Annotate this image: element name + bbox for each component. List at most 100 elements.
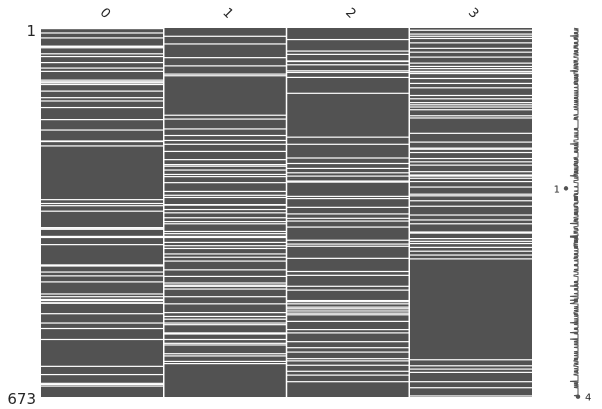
- missing-cell: [41, 199, 164, 201]
- missing-cell: [163, 163, 287, 166]
- missing-cell: [286, 180, 410, 182]
- missing-cell: [163, 303, 287, 305]
- missing-cell: [409, 47, 532, 49]
- missing-cell: [286, 53, 410, 55]
- missing-cell: [409, 94, 532, 97]
- missing-cell: [409, 106, 532, 108]
- missing-cell: [163, 333, 287, 335]
- missing-cell: [41, 281, 164, 283]
- missing-cell: [409, 246, 532, 248]
- missing-cell: [41, 90, 164, 92]
- missing-cell: [286, 167, 410, 170]
- matrix-columns: [41, 28, 532, 397]
- missing-cell: [41, 205, 164, 207]
- missing-cell: [41, 47, 164, 49]
- column-headers: 0 1 2 3: [97, 5, 482, 21]
- missing-cell: [41, 55, 164, 58]
- missing-cell: [41, 244, 164, 246]
- missing-cell: [286, 270, 410, 273]
- missing-cell: [163, 284, 287, 286]
- missing-cell: [41, 338, 164, 341]
- missing-cell: [41, 210, 164, 212]
- missing-cell: [41, 83, 164, 86]
- missing-cell: [163, 114, 287, 116]
- missing-cell: [409, 115, 532, 117]
- missing-cell: [409, 102, 532, 104]
- missing-cell: [41, 81, 164, 83]
- missing-cell: [409, 174, 532, 176]
- column-header-1: 1: [219, 5, 235, 21]
- missing-cell: [409, 72, 532, 75]
- missing-cell: [41, 235, 164, 238]
- missing-cell: [163, 275, 287, 278]
- missing-cell: [163, 355, 287, 357]
- column-header-2: 2: [342, 5, 358, 21]
- missing-cell: [163, 230, 287, 233]
- missing-cell: [286, 274, 410, 276]
- missing-cell: [163, 285, 287, 287]
- missing-cell: [41, 140, 164, 143]
- missing-cell: [163, 190, 287, 193]
- missing-cell: [286, 257, 410, 259]
- missing-cell: [163, 139, 287, 142]
- missing-cell: [286, 351, 410, 353]
- missing-cell: [41, 67, 164, 69]
- missing-cell: [286, 70, 410, 72]
- missing-cell: [409, 29, 532, 31]
- missing-cell: [409, 109, 532, 111]
- missing-cell: [286, 358, 410, 360]
- missing-cell: [286, 226, 410, 228]
- missing-cell: [41, 129, 164, 131]
- missing-cell: [409, 77, 532, 80]
- missing-cell: [409, 104, 532, 106]
- missing-cell: [163, 344, 287, 346]
- missing-cell: [409, 132, 532, 134]
- missing-cell: [409, 254, 532, 256]
- missing-cell: [163, 150, 287, 153]
- missing-cell: [286, 71, 410, 74]
- missing-cell: [286, 143, 410, 145]
- matrix-column-1: [163, 28, 287, 397]
- missing-cell: [41, 100, 164, 102]
- missing-cell: [286, 329, 410, 331]
- missing-cell: [409, 200, 532, 202]
- missing-cell: [286, 217, 410, 219]
- missing-cell: [286, 220, 410, 222]
- missing-cell: [286, 310, 410, 312]
- missing-cell: [163, 118, 287, 120]
- missing-cell: [409, 157, 532, 160]
- missing-cell: [41, 119, 164, 121]
- missing-cell: [286, 38, 410, 41]
- missing-cell: [409, 65, 532, 68]
- missing-cell: [163, 332, 287, 334]
- missing-cell: [409, 195, 532, 197]
- missing-cell: [163, 312, 287, 314]
- missing-cell: [163, 176, 287, 178]
- missing-cell: [163, 324, 287, 326]
- missing-cell: [286, 172, 410, 174]
- missing-cell: [41, 275, 164, 277]
- missing-cell: [409, 205, 532, 207]
- missing-cell: [409, 193, 532, 195]
- missing-cell: [409, 186, 532, 188]
- missing-cell: [409, 177, 532, 179]
- missing-cell: [163, 65, 287, 67]
- missing-cell: [286, 64, 410, 66]
- missing-cell: [409, 242, 532, 245]
- missing-cell: [163, 220, 287, 223]
- missing-cell: [286, 181, 410, 183]
- missing-cell: [163, 169, 287, 171]
- column-2-present-block: [286, 28, 410, 397]
- missing-cell: [163, 165, 287, 167]
- missing-cell: [409, 35, 532, 37]
- missing-cell: [286, 374, 410, 376]
- missing-cell: [41, 264, 164, 266]
- missing-cell: [41, 383, 164, 386]
- missing-cell: [286, 76, 410, 78]
- missing-cell: [409, 141, 532, 143]
- missing-cell: [286, 370, 410, 372]
- completeness-sparkline: [563, 27, 581, 399]
- missing-cell: [286, 92, 410, 94]
- missing-cell: [163, 43, 287, 45]
- missing-cell: [409, 148, 532, 150]
